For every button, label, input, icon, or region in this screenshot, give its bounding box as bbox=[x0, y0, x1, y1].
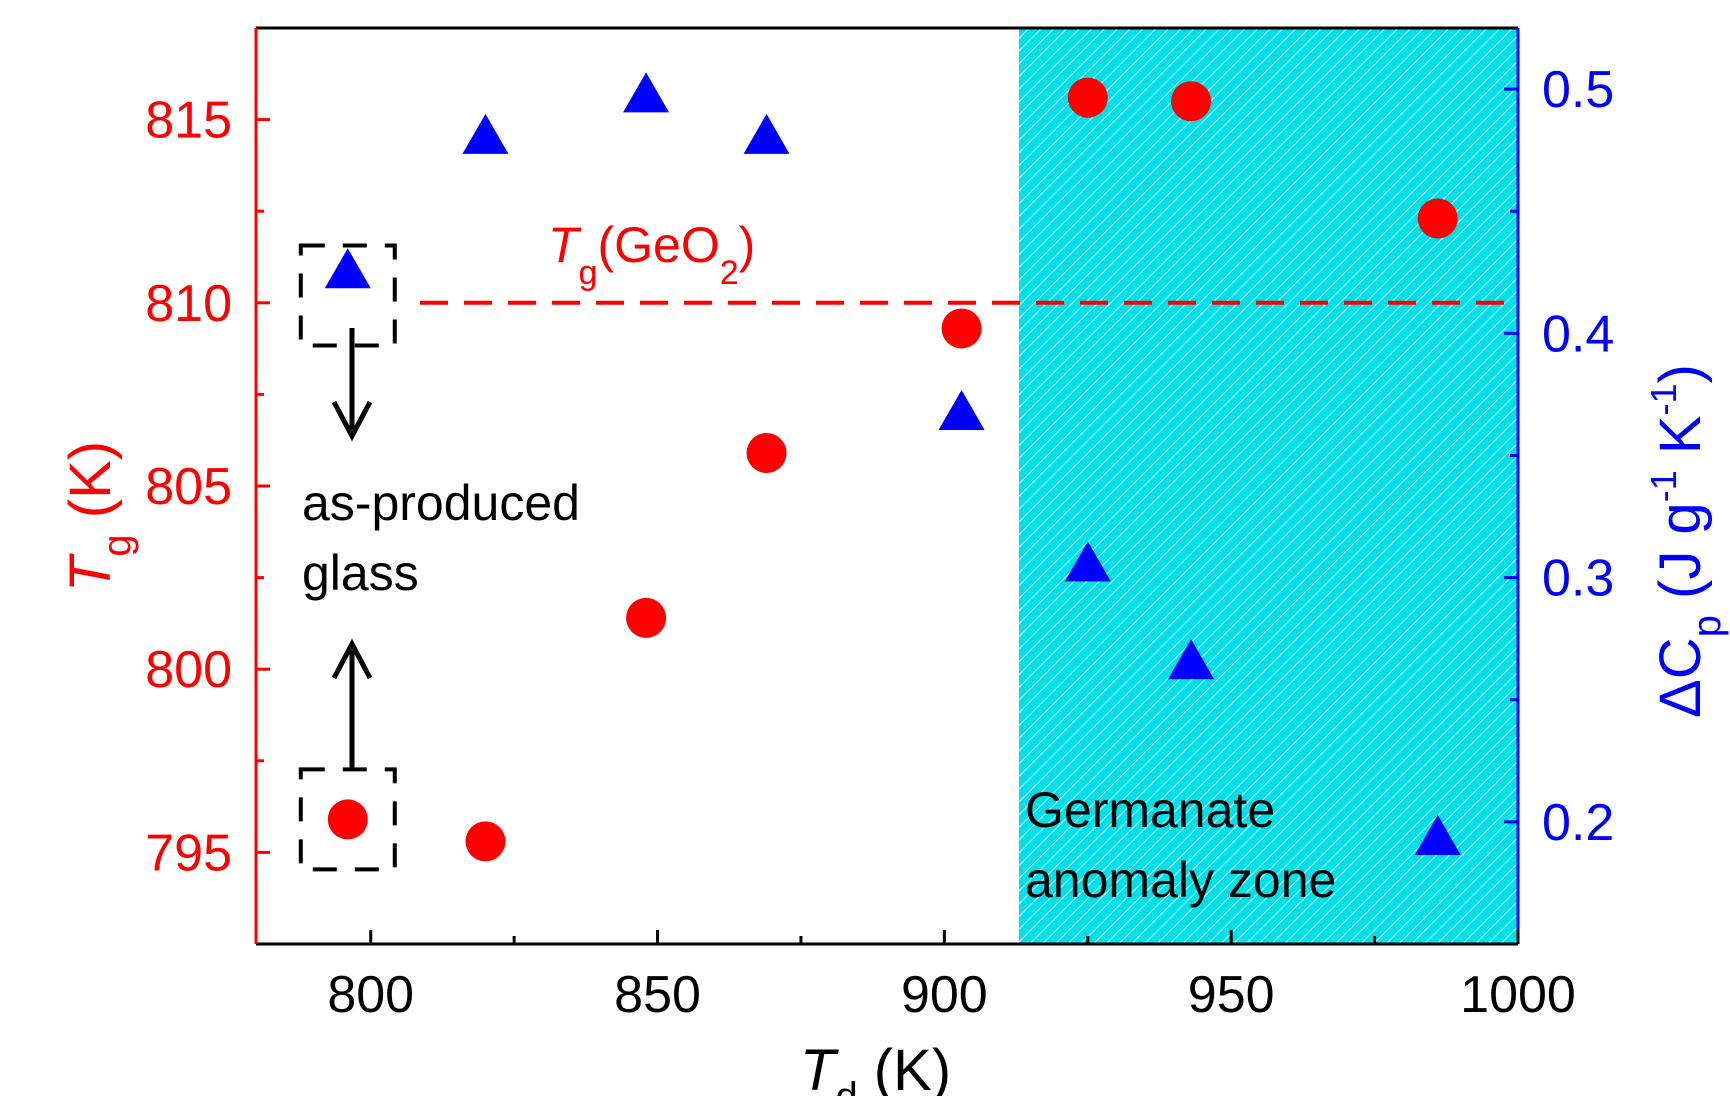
germanate-anomaly-region bbox=[1018, 28, 1518, 944]
tg-point-0 bbox=[327, 799, 368, 840]
tg-point-4 bbox=[941, 308, 982, 349]
arrow-up bbox=[331, 638, 373, 768]
y-right-tick-label-0.4: 0.4 bbox=[1542, 305, 1614, 363]
dcp-point-4 bbox=[938, 389, 985, 430]
y-right-tick-label-0.3: 0.3 bbox=[1542, 550, 1614, 608]
reference-line-label: Tg(GeO2) bbox=[548, 217, 755, 292]
y-right-tick-label-0.2: 0.2 bbox=[1542, 794, 1614, 852]
dcp-point-2 bbox=[623, 72, 670, 113]
annotation-line1: as-produced bbox=[302, 475, 580, 531]
annotation-line2: glass bbox=[302, 545, 419, 601]
region-label-line2: anomaly zone bbox=[1025, 852, 1336, 908]
tg-point-5 bbox=[1067, 77, 1108, 118]
dcp-point-6 bbox=[1168, 639, 1215, 680]
y-left-tick-label-810: 810 bbox=[145, 275, 232, 333]
tg-point-1 bbox=[465, 821, 506, 862]
tg-point-2 bbox=[626, 597, 667, 638]
x-tick-label-850: 850 bbox=[614, 966, 701, 1024]
y-right-axis-title: ΔCp (J g-1 K-1) bbox=[1643, 364, 1729, 718]
y-left-tick-label-815: 815 bbox=[145, 92, 232, 150]
highlight-box-0 bbox=[298, 243, 397, 348]
y-left-axis-title: Tg (K) bbox=[58, 441, 139, 592]
highlight-box-1 bbox=[298, 767, 397, 872]
tg-point-6 bbox=[1171, 81, 1212, 122]
dcp-point-5 bbox=[1064, 541, 1111, 582]
y-left-tick-label-800: 800 bbox=[145, 641, 232, 699]
dcp-point-7 bbox=[1414, 814, 1461, 855]
y-left-tick-label-795: 795 bbox=[145, 824, 232, 882]
y-right-tick-label-0.5: 0.5 bbox=[1542, 61, 1614, 119]
tg-point-3 bbox=[746, 433, 787, 474]
x-axis-title: Td (K) bbox=[800, 1038, 951, 1096]
x-tick-label-900: 900 bbox=[901, 966, 988, 1024]
dcp-point-3 bbox=[743, 113, 790, 154]
dcp-point-0 bbox=[324, 248, 371, 289]
dcp-point-1 bbox=[462, 113, 509, 154]
arrow-down bbox=[331, 328, 373, 442]
y-left-tick-label-805: 805 bbox=[145, 458, 232, 516]
tg-point-7 bbox=[1417, 198, 1458, 239]
region-label-line1: Germanate bbox=[1025, 782, 1275, 838]
x-tick-label-950: 950 bbox=[1188, 966, 1275, 1024]
x-tick-label-800: 800 bbox=[327, 966, 414, 1024]
x-tick-label-1000: 1000 bbox=[1460, 966, 1576, 1024]
